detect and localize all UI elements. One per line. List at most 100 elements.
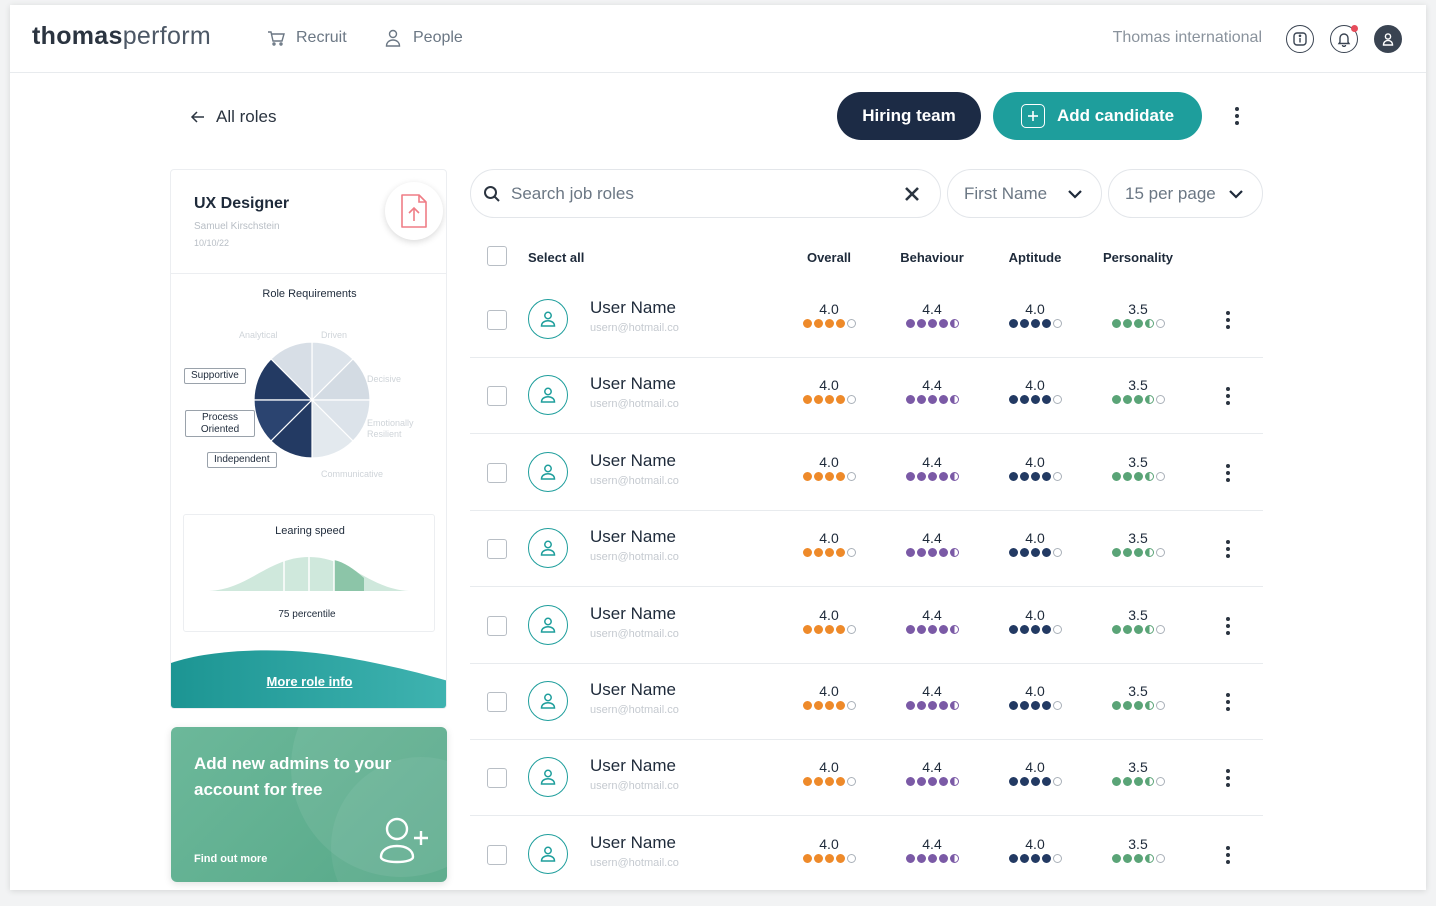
column-overall[interactable]: Overall <box>806 250 852 265</box>
thomas-perform-logo[interactable]: thomas perform <box>32 22 211 51</box>
row-options-button[interactable] <box>1220 768 1236 788</box>
candidate-avatar[interactable] <box>528 681 568 721</box>
candidate-name[interactable]: User Name <box>590 680 676 699</box>
kebab-dot <box>1235 121 1239 125</box>
candidate-name[interactable]: User Name <box>590 298 676 317</box>
score-rating-dots <box>1103 395 1173 405</box>
row-options-button[interactable] <box>1220 463 1236 483</box>
rating-dot <box>1008 471 1018 481</box>
rating-dot <box>927 548 937 558</box>
row-checkbox[interactable] <box>487 539 507 560</box>
table-row[interactable]: User Name usern@hotmail.co 4.0 4.4 4.0 3.5 <box>470 358 1263 435</box>
column-personality[interactable]: Personality <box>1102 250 1174 265</box>
candidate-avatar[interactable] <box>528 451 568 492</box>
clear-search-icon[interactable] <box>903 185 921 203</box>
row-options-button[interactable] <box>1220 845 1236 865</box>
score-value: 4.0 <box>1025 530 1045 547</box>
row-options-button[interactable] <box>1220 616 1236 636</box>
rating-dot <box>1041 853 1051 863</box>
column-aptitude[interactable]: Aptitude <box>1008 250 1062 265</box>
app-window: thomas perform Recruit People Thomas inte… <box>10 5 1426 890</box>
score-behaviour: 4.4 <box>897 607 967 634</box>
score-value: 4.0 <box>819 683 839 699</box>
rating-dot <box>1030 624 1040 634</box>
row-options-button[interactable] <box>1220 539 1236 559</box>
promo-find-out-more-link[interactable]: Find out more <box>194 853 268 865</box>
score-behaviour: 4.4 <box>897 377 967 405</box>
candidate-email: usern@hotmail.co <box>590 856 679 869</box>
table-row[interactable]: User Name usern@hotmail.co 4.0 4.4 4.0 3.5 <box>470 588 1263 664</box>
rating-dot <box>1019 701 1029 710</box>
add-admins-promo-card[interactable]: Add new admins to your account for free … <box>171 727 447 882</box>
candidate-name[interactable]: User Name <box>590 756 676 776</box>
candidate-name[interactable]: User Name <box>590 374 676 394</box>
table-row[interactable]: User Name usern@hotmail.co 4.0 4.4 4.0 3.5 <box>470 435 1263 511</box>
row-options-button[interactable] <box>1220 692 1236 712</box>
score-value: 4.4 <box>922 453 942 470</box>
column-behaviour[interactable]: Behaviour <box>900 250 964 265</box>
row-options-button[interactable] <box>1220 310 1236 330</box>
hiring-team-button[interactable]: Hiring team <box>837 92 981 140</box>
score-rating-dots <box>794 701 864 710</box>
row-checkbox[interactable] <box>487 310 507 330</box>
rating-dot <box>1111 395 1121 405</box>
candidate-name[interactable]: User Name <box>590 527 676 547</box>
rating-dot <box>905 853 915 863</box>
kebab-dot <box>1226 845 1230 850</box>
score-value: 4.0 <box>819 835 839 852</box>
row-checkbox[interactable] <box>487 692 507 712</box>
rating-dot <box>905 701 915 710</box>
user-icon <box>540 311 556 327</box>
rating-dot <box>949 319 959 328</box>
candidate-avatar[interactable] <box>528 528 568 569</box>
row-checkbox[interactable] <box>487 844 507 865</box>
account-button[interactable] <box>1374 25 1402 53</box>
candidate-avatar[interactable] <box>528 757 568 798</box>
search-input[interactable] <box>511 183 891 204</box>
row-checkbox[interactable] <box>487 462 507 483</box>
rating-dot <box>916 853 926 863</box>
notifications-button[interactable] <box>1330 25 1358 53</box>
candidate-name[interactable]: User Name <box>590 450 676 470</box>
candidate-name[interactable]: User Name <box>590 603 676 623</box>
add-candidate-button[interactable]: Add candidate <box>993 92 1202 140</box>
row-checkbox[interactable] <box>487 386 507 407</box>
rating-dot <box>1030 701 1040 710</box>
nav-people[interactable]: People <box>383 28 463 48</box>
user-icon <box>540 387 556 404</box>
more-role-info-link[interactable]: More role info <box>266 674 353 689</box>
score-rating-dots <box>794 548 864 558</box>
score-overall: 4.0 <box>794 530 864 558</box>
nav-recruit[interactable]: Recruit <box>266 28 347 48</box>
row-checkbox[interactable] <box>487 615 507 636</box>
info-button[interactable] <box>1286 25 1314 53</box>
candidate-avatar[interactable] <box>528 375 568 416</box>
organisation-name[interactable]: Thomas international <box>1112 29 1262 46</box>
score-personality: 3.5 <box>1103 836 1173 863</box>
trait-driven: Driven <box>321 330 348 340</box>
table-row[interactable]: User Name usern@hotmail.co 4.0 4.4 4.0 3.5 <box>470 817 1263 890</box>
rating-dot <box>927 471 937 481</box>
rating-dot <box>1052 471 1062 481</box>
score-rating-dots <box>1103 777 1173 787</box>
trait-independent: Independent <box>207 452 277 468</box>
candidate-name[interactable]: User Name <box>590 832 676 852</box>
row-checkbox[interactable] <box>487 768 507 789</box>
select-all-checkbox[interactable] <box>487 246 507 266</box>
back-to-all-roles[interactable]: All roles <box>190 107 276 127</box>
candidate-email: usern@hotmail.co <box>590 551 679 564</box>
table-row[interactable]: User Name usern@hotmail.co 4.0 4.4 4.0 3.5 <box>470 282 1263 358</box>
table-row[interactable]: User Name usern@hotmail.co 4.0 4.4 4.0 3.5 <box>470 740 1263 817</box>
per-page-dropdown[interactable]: 15 per page <box>1108 169 1263 218</box>
row-options-button[interactable] <box>1220 386 1236 406</box>
candidate-avatar[interactable] <box>528 833 568 874</box>
candidate-avatar[interactable] <box>528 604 568 645</box>
table-row[interactable]: User Name usern@hotmail.co 4.0 4.4 4.0 3.5 <box>470 511 1263 588</box>
sort-by-dropdown[interactable]: First Name <box>947 169 1102 218</box>
more-options-button[interactable] <box>1229 106 1245 126</box>
score-personality: 3.5 <box>1103 530 1173 558</box>
upload-button[interactable] <box>385 182 443 240</box>
select-all-label[interactable]: Select all <box>528 250 585 265</box>
table-row[interactable]: User Name usern@hotmail.co 4.0 4.4 4.0 3.5 <box>470 664 1263 740</box>
candidate-avatar[interactable] <box>528 299 568 339</box>
